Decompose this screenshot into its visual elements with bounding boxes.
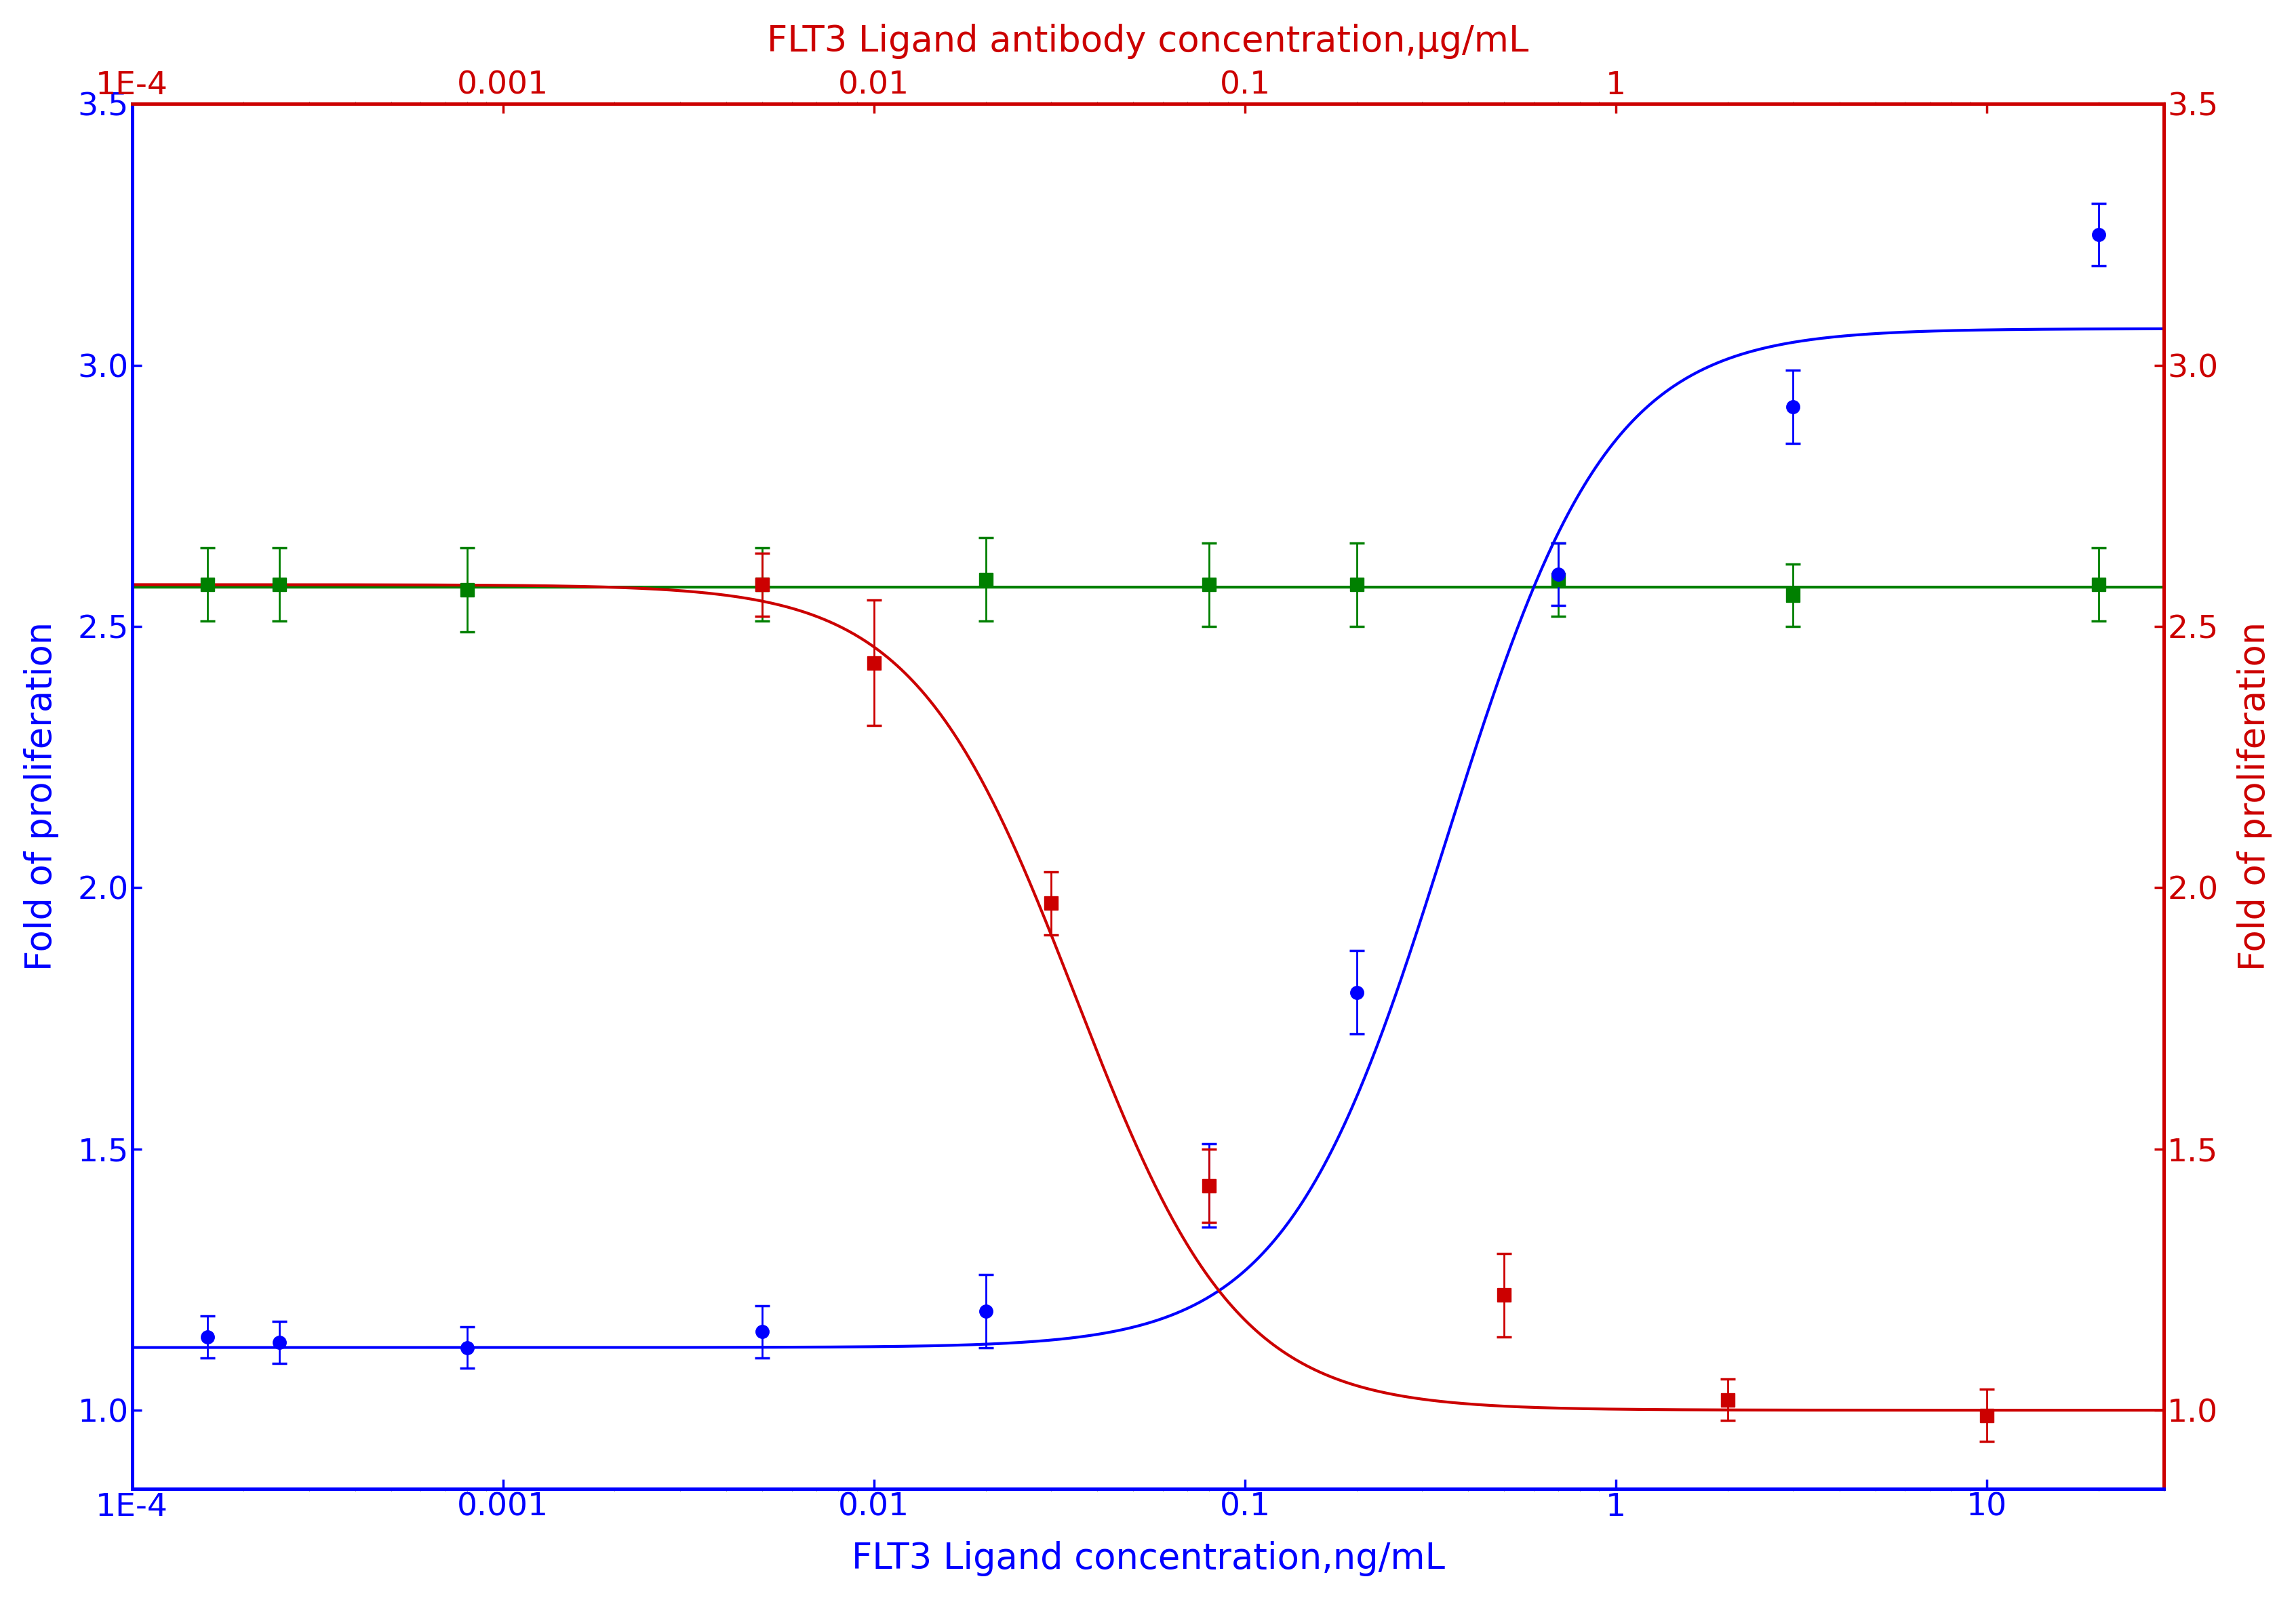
X-axis label: FLT3 Ligand antibody concentration,μg/mL: FLT3 Ligand antibody concentration,μg/mL (767, 24, 1529, 59)
Y-axis label: Fold of proliferation: Fold of proliferation (23, 622, 60, 971)
X-axis label: FLT3 Ligand concentration,ng/mL: FLT3 Ligand concentration,ng/mL (852, 1541, 1444, 1576)
Y-axis label: Fold of proliferation: Fold of proliferation (2236, 622, 2273, 971)
